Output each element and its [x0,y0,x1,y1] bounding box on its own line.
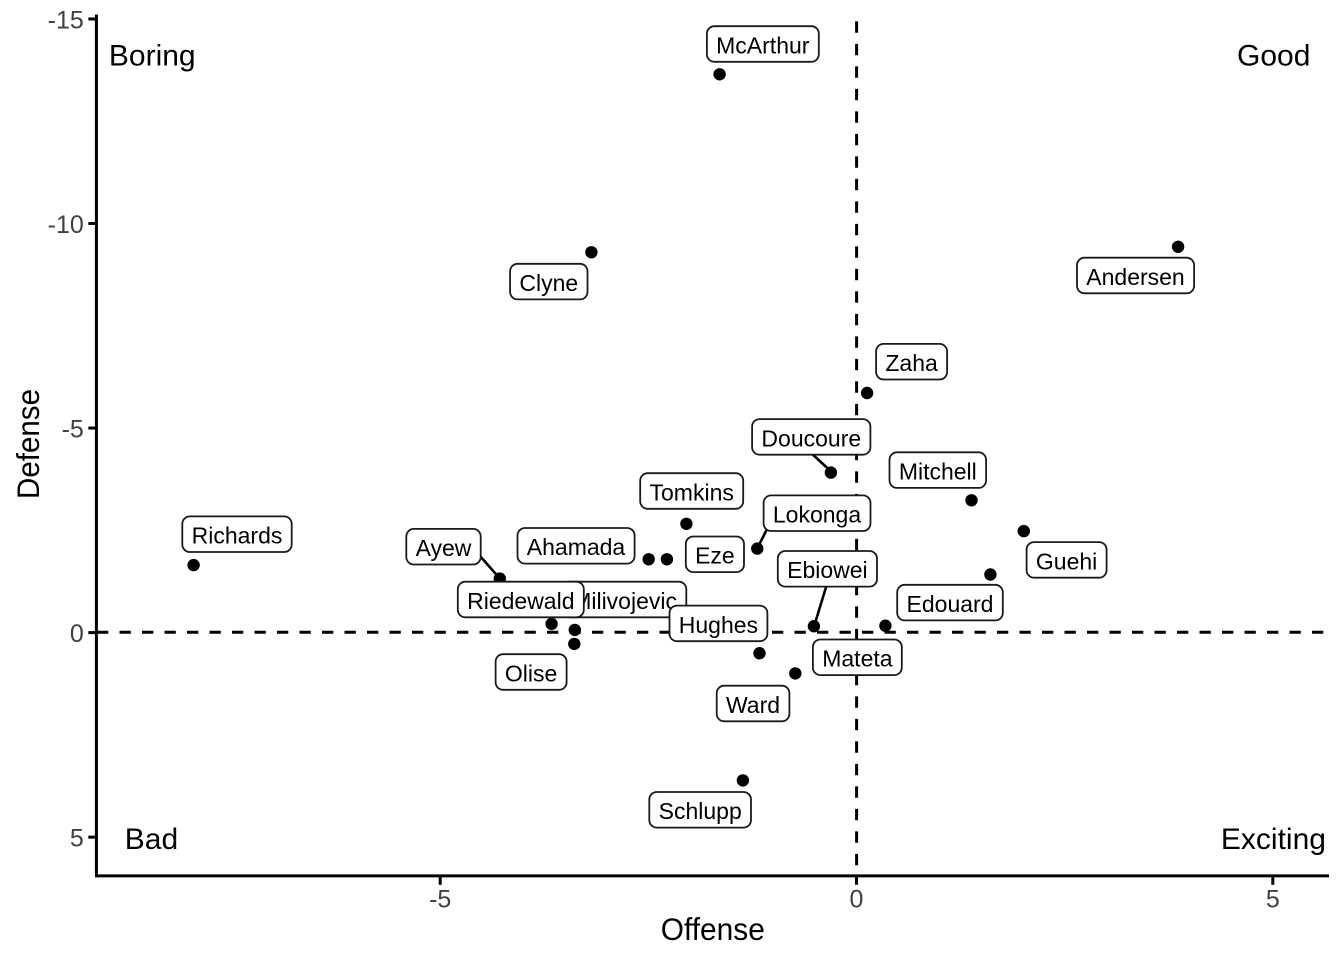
svg-text:Mateta: Mateta [822,646,893,672]
svg-text:Boring: Boring [109,40,196,73]
svg-text:Schlupp: Schlupp [659,798,742,824]
svg-text:Tomkins: Tomkins [650,479,734,505]
svg-text:-5: -5 [62,416,84,444]
svg-text:0: 0 [70,620,84,648]
svg-text:Hughes: Hughes [679,612,758,638]
svg-text:Andersen: Andersen [1086,264,1184,290]
svg-text:Olise: Olise [505,660,557,686]
svg-text:Edouard: Edouard [907,591,994,617]
svg-text:5: 5 [70,825,84,853]
svg-text:Bad: Bad [125,823,178,856]
svg-text:Eze: Eze [695,543,735,569]
svg-text:Zaha: Zaha [885,350,938,376]
svg-text:Offense: Offense [661,911,765,947]
svg-text:0: 0 [850,885,864,913]
svg-text:-15: -15 [48,7,84,35]
svg-text:Milivojevic: Milivojevic [572,588,677,614]
svg-text:Defense: Defense [10,389,46,499]
svg-text:Clyne: Clyne [519,270,578,296]
svg-text:Guehi: Guehi [1036,548,1097,574]
svg-text:Mitchell: Mitchell [899,459,977,485]
svg-text:Ebiowei: Ebiowei [787,557,868,583]
svg-text:-5: -5 [429,885,451,913]
svg-text:McArthur: McArthur [716,32,810,58]
svg-text:Exciting: Exciting [1221,823,1326,856]
svg-text:Ward: Ward [726,692,780,718]
svg-text:Ahamada: Ahamada [527,534,626,560]
svg-text:Lokonga: Lokonga [773,502,861,528]
svg-text:5: 5 [1266,885,1280,913]
svg-text:Good: Good [1237,40,1310,73]
svg-text:Doucoure: Doucoure [761,425,861,451]
svg-text:Richards: Richards [192,523,283,549]
svg-text:-10: -10 [48,211,84,239]
svg-text:Riedewald: Riedewald [467,588,574,614]
svg-text:Ayew: Ayew [416,535,472,561]
